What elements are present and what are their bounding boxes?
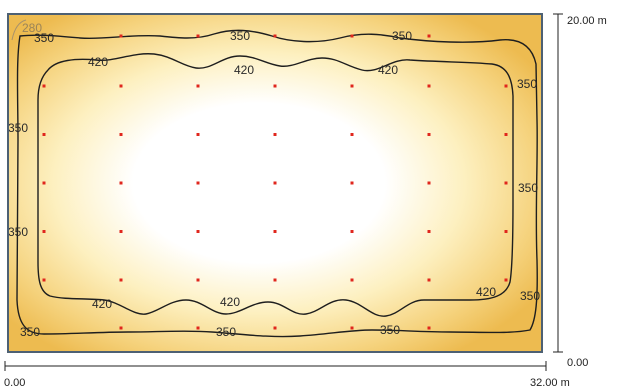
measurement-point	[119, 181, 123, 185]
isoline-label-420: 420	[220, 295, 240, 309]
measurement-point	[273, 230, 277, 233]
measurement-point	[350, 278, 354, 282]
measurement-point	[196, 326, 200, 330]
measurement-point	[196, 230, 200, 233]
measurement-point	[427, 84, 431, 88]
isoline-label-420: 420	[378, 63, 398, 77]
height-dimension	[553, 13, 563, 353]
isoline-420	[37, 53, 514, 317]
isoline-label-350: 350	[518, 181, 538, 195]
measurement-point	[273, 34, 277, 38]
measurement-point	[504, 133, 508, 136]
measurement-point	[350, 181, 354, 185]
measurement-point	[196, 278, 200, 282]
measurement-point	[350, 230, 354, 233]
measurement-point	[427, 133, 431, 136]
isoline-label-350: 350	[230, 29, 250, 43]
measurement-point	[427, 34, 431, 38]
isoline-label-350: 350	[517, 77, 537, 91]
measurement-point	[350, 34, 354, 38]
measurement-point	[504, 84, 508, 88]
isolines	[11, 19, 538, 338]
measurement-point	[504, 230, 508, 233]
room-outline	[7, 13, 543, 353]
measurement-point	[196, 34, 200, 38]
isoline-label-420: 420	[92, 297, 112, 311]
measurement-point	[196, 181, 200, 185]
measurement-point	[196, 133, 200, 136]
measurement-point	[42, 181, 46, 185]
measurement-point	[119, 326, 123, 330]
measurement-point	[273, 181, 277, 185]
width-dimension	[4, 361, 547, 371]
measurement-point	[42, 278, 46, 282]
measurement-point	[119, 230, 123, 233]
height-start-label: 0.00	[567, 357, 588, 369]
measurement-point	[273, 278, 277, 282]
measurement-point	[350, 133, 354, 136]
isoline-label-420: 420	[88, 55, 108, 69]
measurement-point	[119, 34, 123, 38]
measurement-point	[350, 84, 354, 88]
isoline-label-350: 350	[380, 323, 400, 337]
measurement-point	[119, 84, 123, 88]
isoline-label-420: 420	[234, 63, 254, 77]
isoline-280	[11, 19, 27, 41]
isoline-label-350: 350	[392, 29, 412, 43]
measurement-point	[504, 181, 508, 185]
measurement-point	[427, 326, 431, 330]
isoline-label-350: 350	[216, 325, 236, 339]
measurement-point	[119, 278, 123, 282]
measurement-point	[273, 326, 277, 330]
isoline-label-350: 350	[8, 121, 28, 135]
measurement-point	[504, 278, 508, 282]
height-end-label: 20.00 m	[567, 15, 607, 27]
measurement-point	[427, 181, 431, 185]
measurement-point	[427, 230, 431, 233]
measurement-point	[119, 133, 123, 136]
measurement-point	[196, 84, 200, 88]
measurement-point	[427, 278, 431, 282]
measurement-point	[350, 326, 354, 330]
measurement-point	[273, 133, 277, 136]
measurement-point	[273, 84, 277, 88]
width-end-label: 32.00 m	[530, 377, 570, 389]
measurement-point	[42, 133, 46, 136]
isoline-label-420: 420	[476, 285, 496, 299]
width-start-label: 0.00	[4, 377, 25, 389]
measurement-points	[42, 34, 508, 330]
isoline-label-350: 350	[520, 289, 540, 303]
isoline-label-350: 350	[34, 31, 54, 45]
measurement-point	[42, 84, 46, 88]
isoline-label-350: 350	[8, 225, 28, 239]
isoline-label-280: 280	[22, 21, 42, 35]
measurement-point	[42, 230, 46, 233]
isoline-350	[16, 29, 538, 338]
isoline-label-350: 350	[20, 325, 40, 339]
